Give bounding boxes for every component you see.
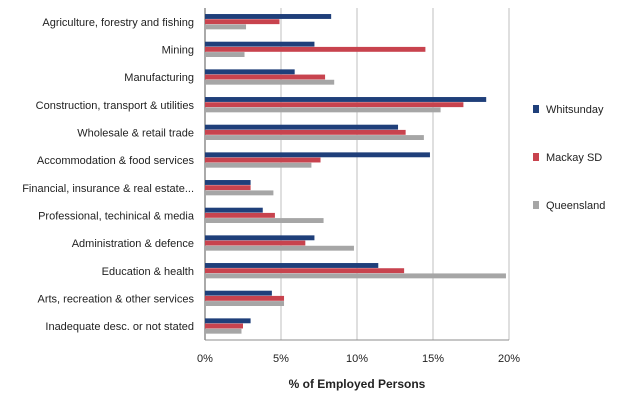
category-labels: Agriculture, forestry and fishing Mining M… [22, 17, 195, 333]
bar [205, 129, 406, 135]
category-label: Manufacturing [124, 72, 194, 84]
legend-swatch [533, 105, 539, 113]
legend-swatch [533, 201, 539, 209]
bar [205, 152, 430, 158]
bar [205, 323, 243, 329]
x-axis-title: % of Employed Persons [289, 377, 426, 391]
x-tick-label: 15% [422, 353, 444, 365]
bar [205, 190, 274, 196]
bar [205, 207, 263, 213]
bar [205, 19, 280, 25]
category-label: Administration & defence [72, 238, 194, 250]
bar [205, 263, 379, 268]
bar [205, 240, 306, 246]
bar [205, 41, 315, 47]
category-label: Accommodation & food services [37, 155, 195, 167]
bar [205, 212, 275, 218]
category-label: Agriculture, forestry and fishing [42, 17, 194, 29]
bar [205, 74, 326, 80]
bar [205, 318, 251, 324]
bar [205, 24, 247, 30]
bar [205, 180, 251, 185]
bar [205, 301, 285, 306]
x-tick-labels: 0% 5% 10% 15% 20% [197, 353, 520, 365]
legend: Whitsunday Mackay SD Queensland [533, 104, 605, 212]
bar [205, 273, 506, 279]
category-label: Financial, insurance & real estate... [22, 183, 194, 195]
x-tick-label: 0% [197, 353, 213, 365]
gridlines [204, 8, 510, 341]
bar [205, 162, 312, 168]
bar [205, 46, 426, 52]
category-label: Arts, recreation & other services [37, 294, 194, 306]
legend-label: Mackay SD [546, 152, 602, 164]
bar [205, 235, 315, 241]
x-tick-label: 20% [498, 353, 520, 365]
bar [205, 157, 321, 163]
bars [205, 14, 506, 334]
category-label: Inadequate desc. or not stated [45, 321, 194, 333]
bar [205, 102, 464, 108]
category-label: Construction, transport & utilities [36, 100, 195, 112]
bar [205, 185, 251, 191]
bar [205, 328, 242, 334]
bar [205, 135, 424, 140]
category-label: Professional, techinical & media [38, 211, 195, 223]
x-tick-label: 10% [346, 353, 368, 365]
category-label: Mining [162, 45, 194, 57]
x-tick-label: 5% [273, 353, 289, 365]
bar [205, 124, 399, 130]
category-label: Wholesale & retail trade [77, 128, 194, 140]
legend-swatch [533, 153, 539, 161]
bar [205, 79, 335, 85]
bar [205, 290, 272, 296]
bar [205, 268, 405, 274]
bar [205, 107, 441, 113]
bar [205, 245, 354, 251]
bar [205, 295, 285, 301]
legend-label: Queensland [546, 200, 605, 212]
bar [205, 97, 487, 102]
bar [205, 14, 332, 19]
legend-label: Whitsunday [546, 104, 604, 116]
bar [205, 52, 245, 57]
category-label: Education & health [102, 266, 194, 278]
bar [205, 69, 295, 75]
bar [205, 218, 324, 223]
